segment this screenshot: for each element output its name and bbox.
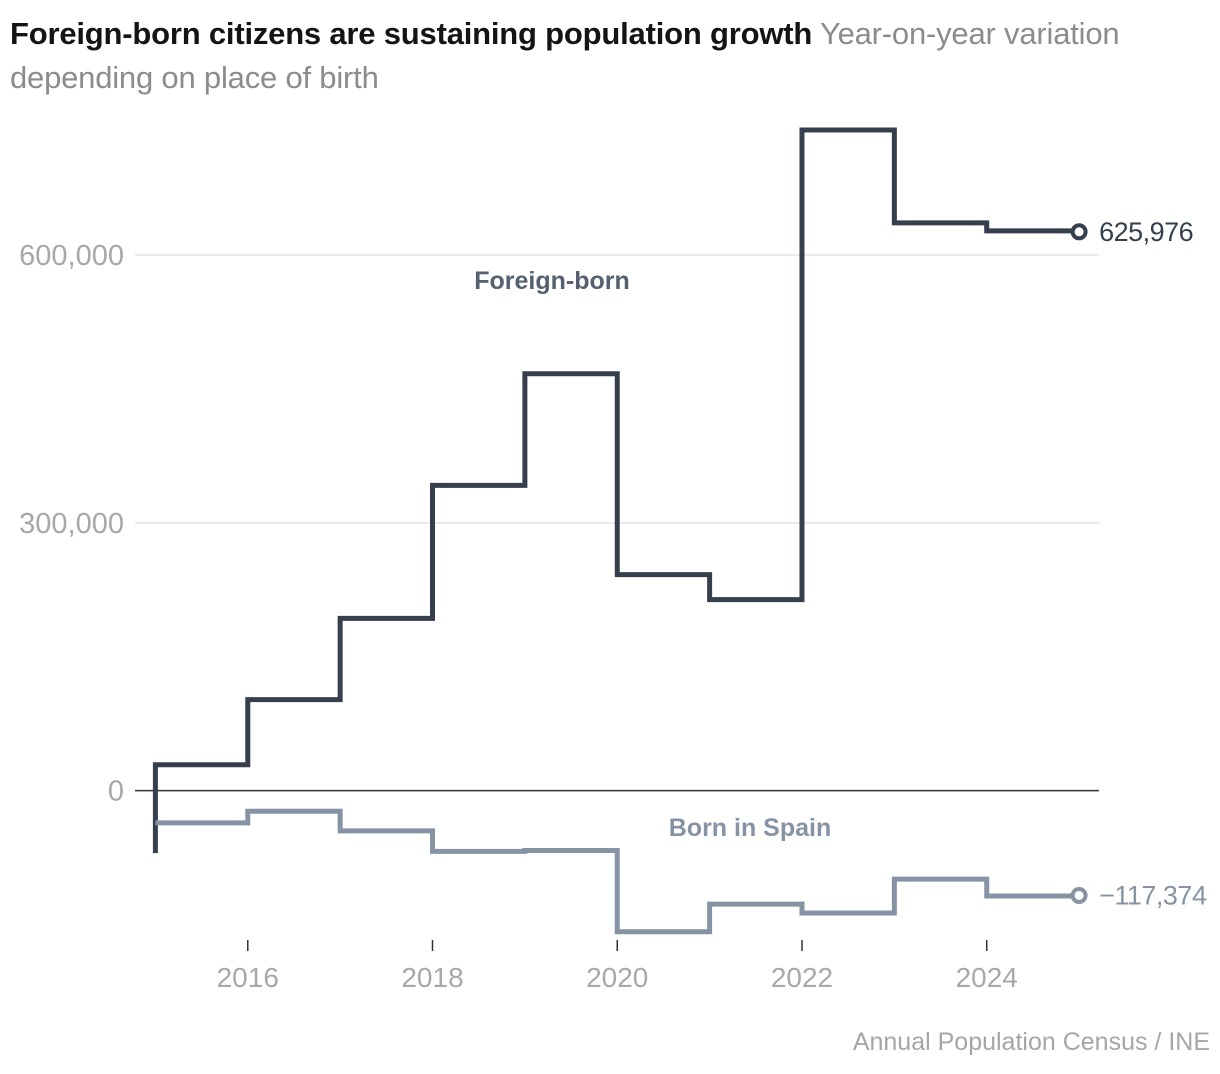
chart-title: Foreign-born citizens are sustaining pop…	[10, 16, 813, 51]
chart-header: Foreign-born citizens are sustaining pop…	[10, 12, 1215, 100]
label-layer: 625,976 −117,374 Foreign-born Born in Spain	[474, 217, 1207, 911]
y-tick-label: 0	[108, 776, 124, 808]
end-label-spain: −117,374	[1099, 880, 1207, 910]
series-label-spain: Born in Spain	[669, 814, 832, 842]
axis-layer: 0 300,000 600,000 2016 2018 2020 2022 2024	[19, 240, 1099, 993]
end-label-foreign: 625,976	[1099, 217, 1193, 247]
series-line-foreign	[152, 127, 1082, 854]
x-tick-label: 2016	[217, 962, 279, 993]
end-marker-spain	[1070, 886, 1088, 904]
x-tick-label: 2018	[401, 962, 463, 993]
source-note: Annual Population Census / INE	[852, 1028, 1210, 1056]
end-marker-foreign	[1070, 223, 1088, 241]
series-layer	[152, 127, 1088, 935]
x-tick-label: 2024	[956, 962, 1018, 993]
x-tick-label: 2020	[586, 962, 648, 993]
series-line-spain	[155, 808, 1082, 935]
y-tick-label: 600,000	[19, 240, 124, 272]
y-tick-label: 300,000	[19, 508, 124, 540]
x-tick-label: 2022	[771, 962, 833, 993]
chart-subtitle: Year-on-year variation depending on plac…	[10, 16, 1120, 95]
series-label-foreign: Foreign-born	[474, 267, 630, 295]
